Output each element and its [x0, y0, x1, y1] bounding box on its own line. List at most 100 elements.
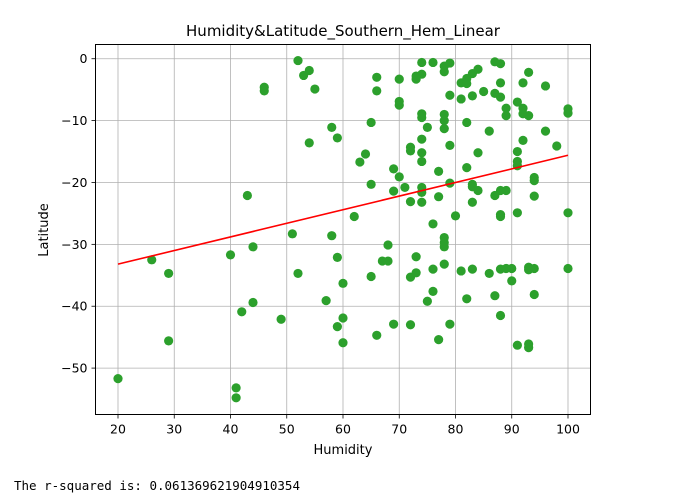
data-point	[479, 86, 489, 97]
data-point	[422, 122, 432, 133]
data-point	[405, 320, 416, 330]
data-point	[434, 335, 444, 345]
y-tick-label: −30	[61, 237, 87, 252]
data-point	[501, 103, 511, 113]
data-point	[327, 122, 337, 133]
data-point	[332, 252, 342, 262]
data-point	[495, 59, 506, 69]
regression-line-group	[117, 154, 569, 265]
data-point	[147, 255, 157, 265]
data-point	[445, 58, 455, 68]
data-point	[462, 294, 472, 304]
data-point	[507, 263, 517, 274]
y-tick-label: −40	[61, 299, 87, 314]
data-point	[456, 266, 466, 276]
data-point	[405, 197, 416, 207]
x-tick-label: 20	[110, 422, 126, 437]
data-point	[439, 124, 449, 134]
data-point	[501, 185, 511, 196]
data-point	[338, 338, 348, 348]
data-point	[366, 271, 376, 282]
data-point	[524, 111, 534, 121]
data-point	[501, 111, 511, 121]
data-point	[411, 268, 421, 278]
data-point	[490, 291, 500, 301]
data-point	[276, 314, 286, 324]
data-point	[529, 263, 539, 274]
x-tick-label: 30	[166, 422, 182, 437]
data-point	[372, 72, 382, 82]
data-point	[512, 208, 522, 218]
data-point	[563, 108, 573, 118]
data-point	[495, 92, 506, 102]
data-point	[338, 313, 348, 323]
data-point	[484, 126, 494, 136]
data-points	[113, 55, 573, 403]
data-point	[518, 78, 528, 88]
data-point	[495, 211, 506, 222]
data-point	[467, 197, 477, 207]
data-point	[495, 310, 506, 321]
data-point	[540, 81, 551, 91]
r-squared-output: The r-squared is: 0.061369621904910354	[14, 478, 300, 493]
data-point	[389, 186, 399, 196]
data-point	[450, 211, 461, 221]
data-point	[512, 146, 522, 157]
data-point	[540, 126, 551, 136]
data-point	[248, 242, 258, 252]
data-point	[164, 336, 174, 346]
data-point	[417, 69, 427, 79]
data-point	[383, 240, 393, 250]
data-point	[428, 57, 438, 68]
x-tick-label: 60	[335, 422, 351, 437]
data-point	[366, 117, 376, 128]
x-axis-label: Humidity	[314, 443, 373, 458]
data-point	[417, 112, 427, 123]
data-point	[428, 286, 438, 296]
data-point	[293, 268, 303, 279]
data-point	[293, 55, 303, 66]
data-point	[287, 229, 297, 239]
data-point	[389, 164, 399, 174]
data-point	[552, 141, 562, 151]
x-tick-label: 50	[279, 422, 295, 437]
data-point	[512, 97, 522, 107]
data-point	[445, 319, 455, 329]
data-point	[248, 297, 258, 308]
data-point	[394, 172, 404, 182]
data-point	[394, 100, 404, 110]
data-point	[417, 197, 427, 207]
data-point	[473, 185, 483, 196]
x-axis-ticks: 20 30 40 50 60 70 80 90 100	[110, 414, 580, 437]
data-point	[304, 65, 314, 76]
data-point	[456, 94, 466, 104]
y-tick-label: −10	[61, 113, 87, 128]
y-tick-label: 0	[80, 51, 88, 66]
data-point	[467, 91, 477, 101]
data-point	[434, 166, 444, 176]
data-point	[417, 148, 427, 158]
data-point	[338, 278, 348, 288]
data-point	[563, 263, 573, 274]
data-point	[417, 156, 427, 167]
data-point	[518, 135, 528, 146]
data-point	[411, 252, 421, 262]
data-point	[405, 146, 416, 156]
y-axis-ticks: 0 −10 −20 −30 −40 −50	[61, 51, 96, 376]
data-point	[225, 250, 236, 260]
data-point	[462, 117, 472, 128]
data-point	[563, 208, 573, 218]
data-point	[332, 133, 342, 143]
chart-title: Humidity&Latitude_Southern_Hem_Linear	[186, 22, 501, 41]
data-point	[321, 296, 331, 306]
x-tick-label: 80	[448, 422, 464, 437]
data-point	[462, 163, 472, 173]
x-tick-label: 70	[391, 422, 407, 437]
regression-line	[117, 154, 569, 265]
data-point	[529, 289, 539, 300]
data-point	[242, 190, 252, 201]
data-point	[484, 268, 494, 279]
data-point	[422, 296, 432, 306]
data-point	[439, 116, 449, 126]
data-point	[439, 242, 449, 252]
